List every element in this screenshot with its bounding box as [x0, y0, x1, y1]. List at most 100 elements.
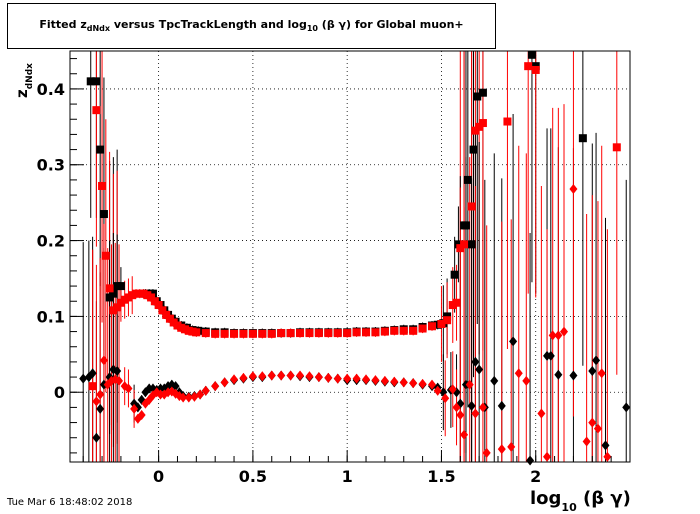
x-tick-label: 2 — [530, 467, 541, 486]
diamond-marker — [137, 409, 146, 420]
diamond-marker — [96, 403, 105, 414]
diamond-marker — [543, 451, 552, 462]
tick-labels: 0 0.5 1 1.5 2 0 0.1 0.2 0.3 0.4 — [37, 80, 542, 486]
diamond-marker — [196, 389, 205, 400]
square-marker — [428, 322, 437, 331]
square-marker — [86, 77, 95, 86]
square-marker — [99, 210, 108, 219]
x-tick-label: 1.5 — [427, 467, 455, 486]
diamond-marker — [452, 402, 461, 413]
diamond-marker — [380, 375, 389, 386]
square-marker — [409, 326, 418, 335]
axis-ticks — [70, 58, 612, 462]
square-marker — [105, 284, 114, 293]
square-marker — [158, 306, 167, 315]
square-marker — [248, 329, 257, 338]
diamond-marker — [184, 392, 193, 403]
diamond-marker — [79, 373, 88, 384]
square-marker — [92, 77, 101, 86]
diamond-marker — [390, 376, 399, 387]
square-marker — [362, 328, 371, 337]
square-marker — [96, 145, 105, 154]
timestamp: Tue Mar 6 18:48:02 2018 — [7, 497, 133, 508]
diamond-marker — [88, 381, 97, 392]
square-marker — [324, 329, 333, 338]
diamond-marker — [305, 371, 314, 382]
y-tick-label: 0 — [54, 383, 65, 402]
square-marker — [467, 240, 476, 249]
diamond-marker — [418, 378, 427, 389]
diamond-marker — [569, 184, 578, 195]
diamond-marker — [179, 392, 188, 403]
diamond-marker — [409, 378, 418, 389]
diamond-marker — [130, 403, 139, 414]
square-marker — [390, 326, 399, 335]
diamond-marker — [582, 436, 591, 447]
square-marker — [305, 329, 314, 338]
square-marker — [98, 181, 107, 190]
error-bars — [82, 51, 627, 462]
diamond-marker — [371, 375, 380, 386]
diamond-marker — [448, 384, 457, 395]
square-marker — [527, 50, 536, 59]
square-marker — [220, 329, 229, 338]
diamond-marker — [92, 432, 101, 443]
diamond-marker — [490, 375, 499, 386]
square-marker — [314, 329, 323, 338]
diamond-marker — [258, 371, 267, 382]
x-tick-label: 0.5 — [239, 467, 267, 486]
diamond-marker — [124, 383, 133, 394]
diamond-marker — [601, 440, 610, 451]
diamond-marker — [115, 375, 124, 386]
diamond-marker — [546, 350, 555, 361]
square-marker — [343, 329, 352, 338]
square-marker — [101, 251, 110, 260]
square-marker — [469, 145, 478, 154]
square-marker — [286, 329, 295, 338]
square-marker — [443, 316, 452, 325]
diamond-marker — [220, 377, 229, 388]
chart-title-box: Fitted zdNdx versus TpcTrackLength and l… — [7, 3, 496, 49]
square-marker — [154, 301, 163, 310]
diamond-marker — [597, 368, 606, 379]
x-tick-label: 1 — [342, 467, 353, 486]
diamond-marker — [96, 389, 105, 400]
diamond-marker — [471, 356, 480, 367]
square-marker — [230, 329, 239, 338]
diamond-marker — [526, 455, 535, 466]
diamond-marker — [248, 371, 257, 382]
diamond-marker — [324, 372, 333, 383]
diamond-marker — [343, 373, 352, 384]
diamond-marker — [230, 374, 239, 385]
diamond-marker — [171, 381, 180, 392]
y-tick-label: 0.4 — [37, 80, 65, 99]
square-marker — [467, 202, 476, 211]
diamond-marker — [471, 408, 480, 419]
diamond-marker — [113, 366, 122, 377]
diamond-marker — [362, 374, 371, 385]
data-markers — [79, 50, 631, 466]
diamond-marker — [507, 441, 516, 452]
square-marker — [460, 240, 469, 249]
diamond-marker — [467, 400, 476, 411]
square-marker — [503, 117, 512, 126]
square-marker — [296, 329, 305, 338]
diamond-marker — [603, 451, 612, 462]
diamond-marker — [460, 429, 469, 440]
diamond-marker — [352, 373, 361, 384]
y-tick-label: 0.3 — [37, 156, 65, 175]
diamond-marker — [482, 447, 491, 458]
diamond-marker — [399, 377, 408, 388]
square-marker — [478, 88, 487, 97]
diamond-marker — [478, 402, 487, 413]
diamond-marker — [333, 373, 342, 384]
square-marker — [116, 282, 125, 291]
diamond-marker — [497, 444, 506, 455]
diamond-marker — [548, 330, 557, 341]
diamond-marker — [99, 355, 108, 366]
square-marker — [192, 328, 201, 337]
square-marker — [239, 329, 248, 338]
plot-frame — [69, 50, 631, 463]
square-marker — [452, 298, 461, 307]
